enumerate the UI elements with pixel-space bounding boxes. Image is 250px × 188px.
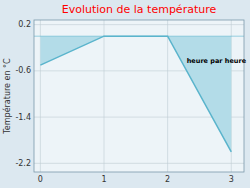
title: Evolution de la température xyxy=(62,3,217,16)
x-tick-label: 3 xyxy=(229,175,234,184)
line xyxy=(40,36,231,152)
background xyxy=(0,0,250,188)
chart: 0.2 -0.6 -1.4 -2.2 0 1 2 3 heure par heure Evolut… xyxy=(0,0,250,188)
grid-line xyxy=(167,20,168,172)
y-tick-label: -0.6 xyxy=(15,66,31,75)
y-tick-label: -1.4 xyxy=(15,113,31,122)
y-axis-label: Température en °C xyxy=(2,58,12,135)
frame xyxy=(34,20,244,172)
x-tick-label: 1 xyxy=(101,175,106,184)
grid-line xyxy=(34,24,244,25)
y-tick-label: 0.2 xyxy=(18,20,31,29)
grid-line xyxy=(34,163,244,164)
area xyxy=(40,36,231,152)
x-tick-label: 0 xyxy=(38,175,43,184)
plot-area xyxy=(34,20,244,172)
data-group xyxy=(34,36,244,152)
annotation: heure par heure xyxy=(187,57,247,65)
grid-line xyxy=(104,20,105,172)
x-tick-label: 2 xyxy=(165,175,170,184)
y-tick-label: -2.2 xyxy=(15,159,31,168)
